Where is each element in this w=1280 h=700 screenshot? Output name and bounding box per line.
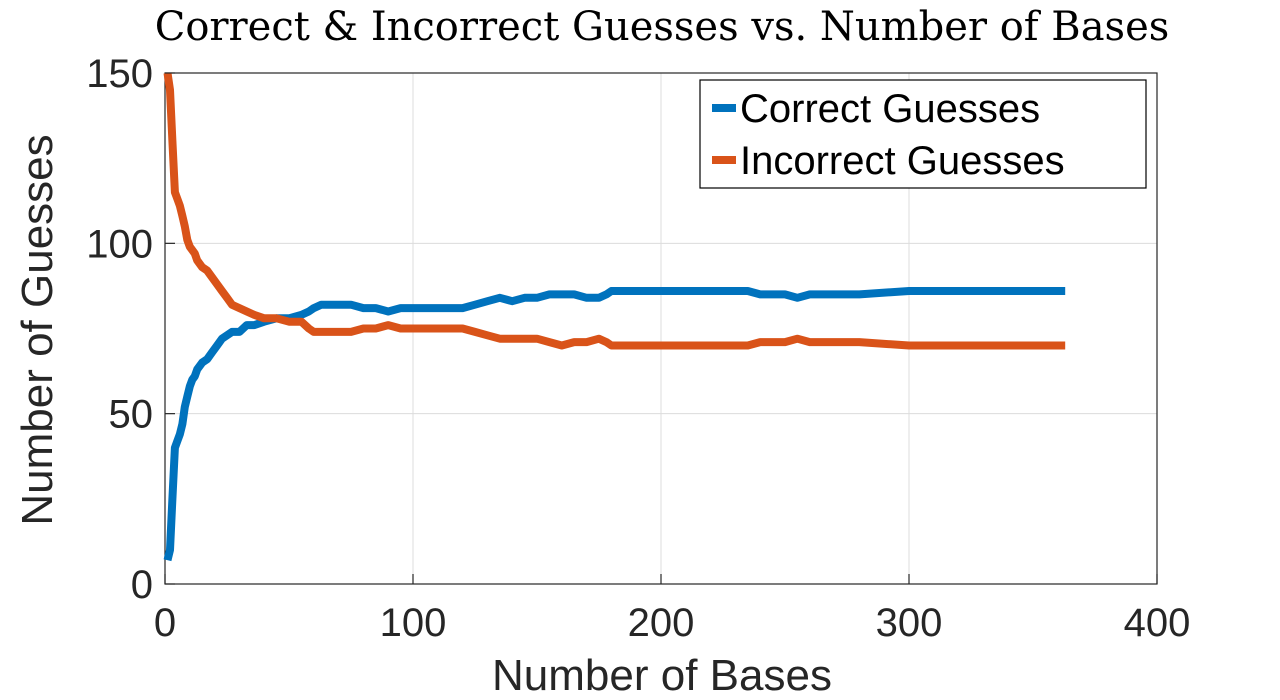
legend-label-correct: Correct Guesses	[740, 87, 1040, 131]
x-tick-label: 300	[876, 601, 943, 645]
legend: Correct Guesses Incorrect Guesses	[699, 79, 1147, 189]
x-tick-label: 100	[380, 601, 447, 645]
x-tick-label: 0	[154, 601, 176, 645]
series-group	[163, 72, 1066, 562]
y-tick-label: 50	[109, 393, 154, 437]
x-tick-label: 400	[1124, 601, 1191, 645]
y-tick-label: 100	[86, 222, 153, 266]
x-axis-label: Number of Bases	[492, 651, 832, 700]
legend-box	[699, 79, 1147, 189]
series-line-incorrect	[163, 72, 1066, 350]
series-line-correct	[163, 287, 1066, 562]
y-tick-label: 0	[131, 563, 153, 607]
legend-label-incorrect: Incorrect Guesses	[740, 139, 1065, 183]
axis-ticks: 0 100 200 300 400 0 50 100 150	[86, 52, 1190, 645]
y-tick-label: 150	[86, 52, 153, 96]
y-axis-label: Number of Guesses	[13, 134, 62, 525]
chart-title: Correct & Incorrect Guesses vs. Number o…	[155, 4, 1170, 50]
x-tick-label: 200	[628, 601, 695, 645]
